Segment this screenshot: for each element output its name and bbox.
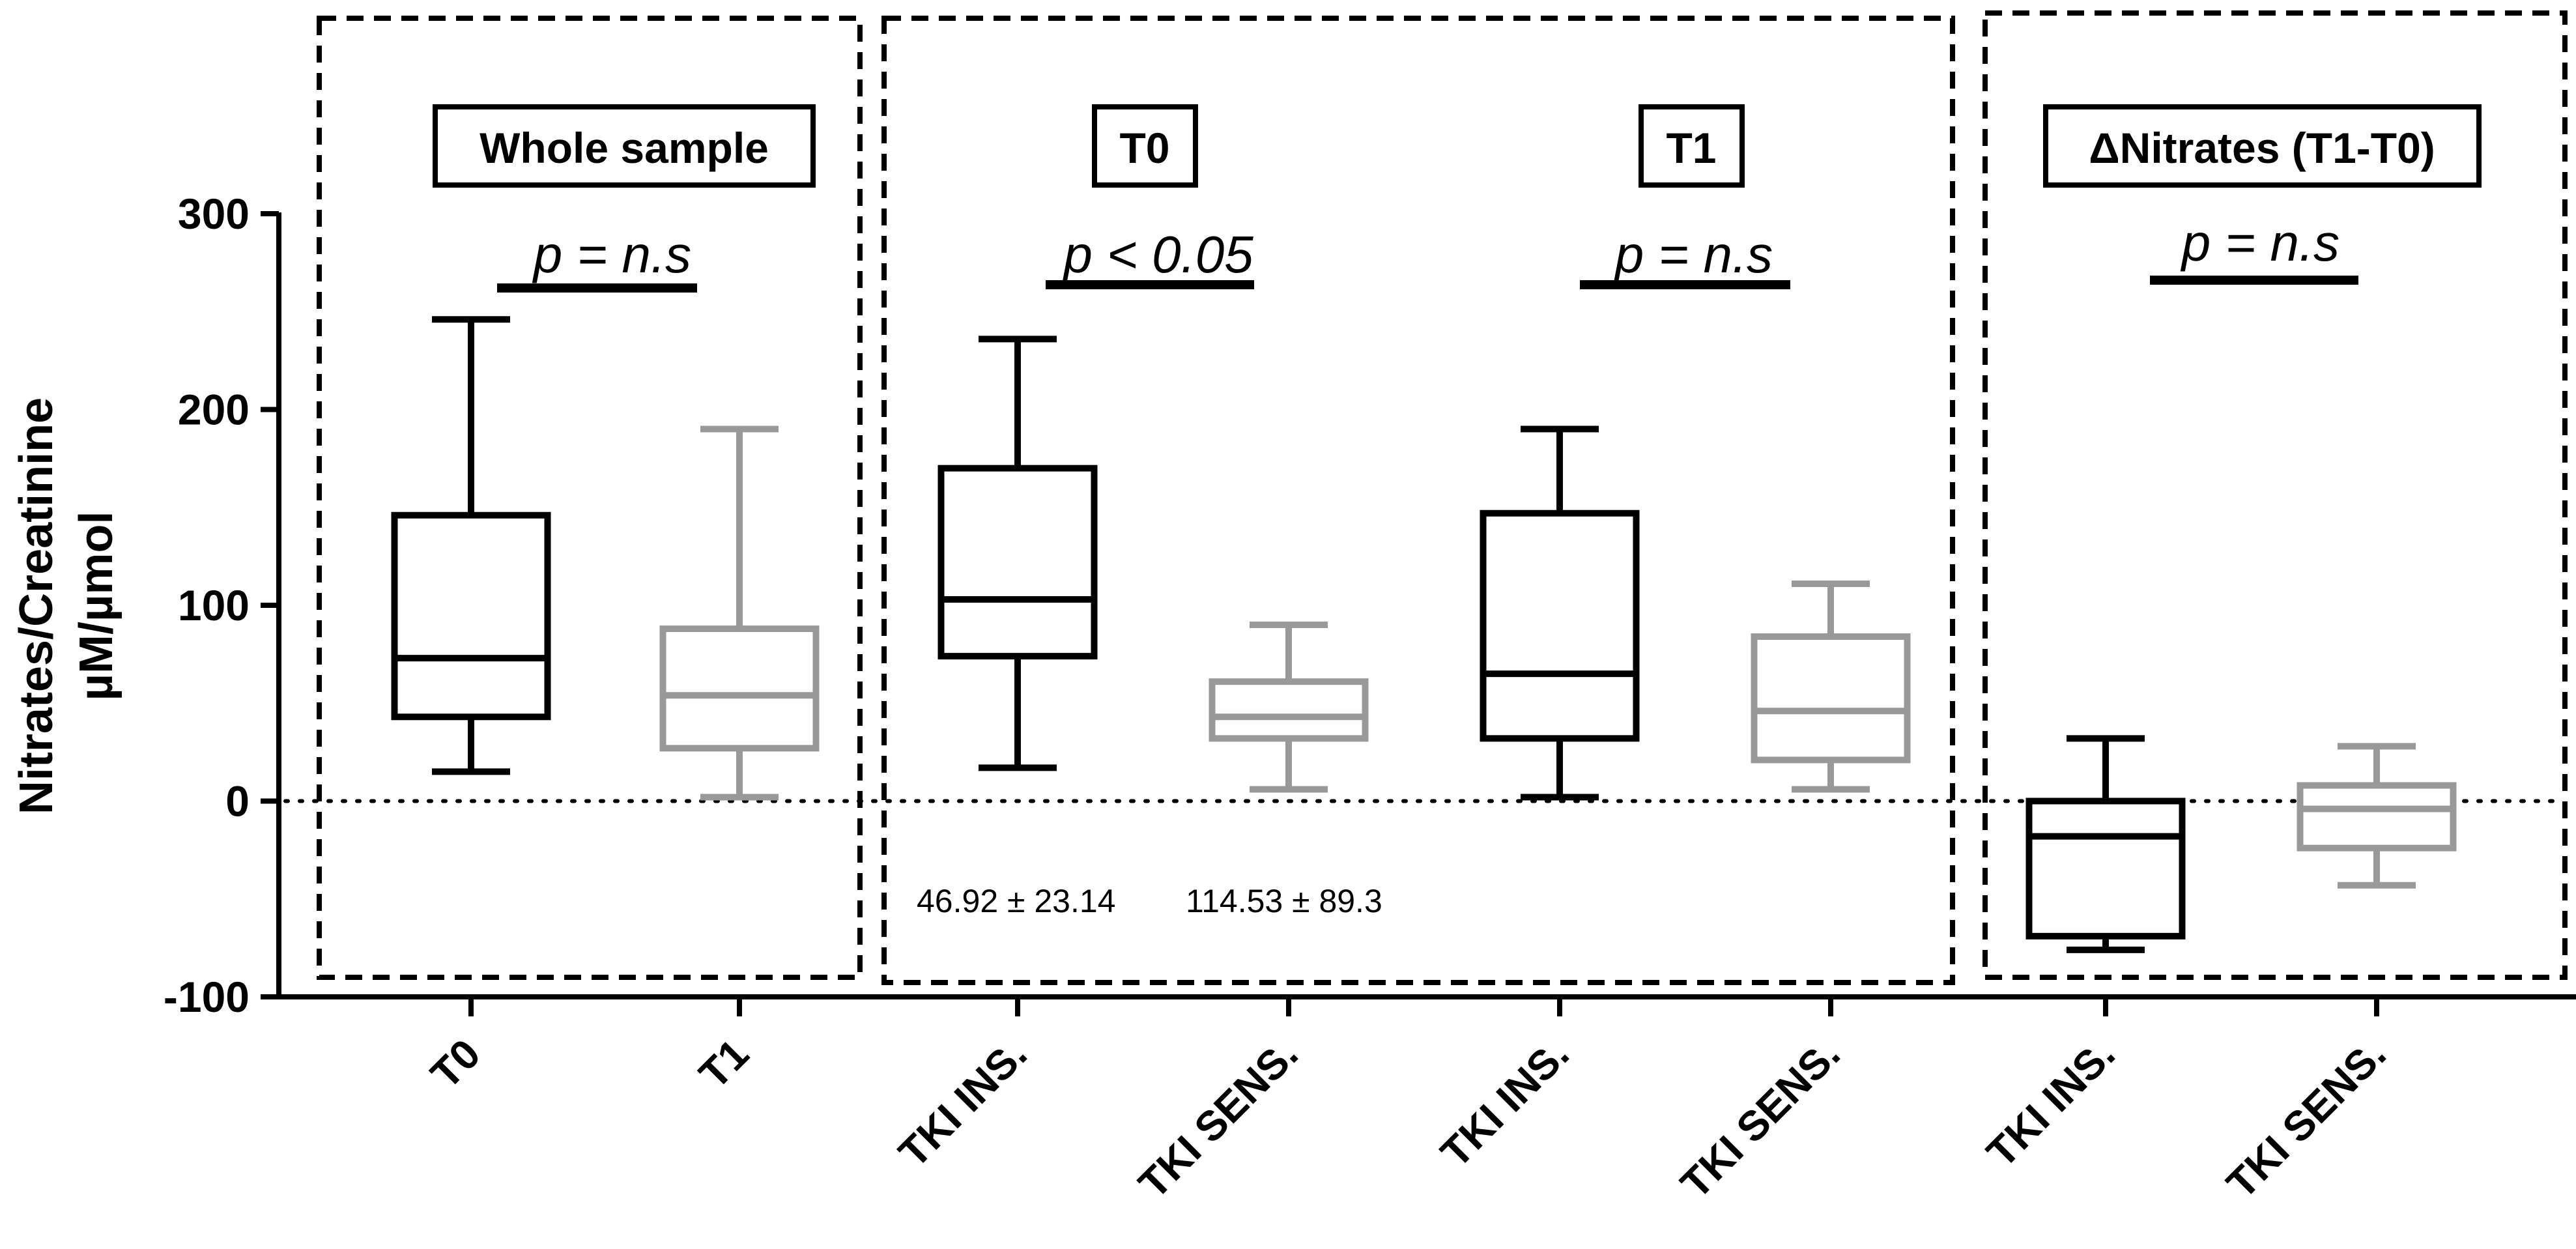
x-axis: T0 T1 TKI INS. TKI SENS. TKI INS. TKI SENS. TK… xyxy=(276,994,2576,1207)
box-plot xyxy=(1751,580,1911,793)
y-tick-label: 0 xyxy=(225,777,250,825)
y-axis-label: Nitrates/Creatinine µM/µmol xyxy=(10,397,122,814)
panel-title-t0: T0 xyxy=(1092,104,1198,188)
y-axis-label-line1: Nitrates/Creatinine xyxy=(10,397,63,814)
box-iqr xyxy=(2025,797,2186,940)
panel-title-whole-sample: Whole sample xyxy=(433,104,816,188)
panel-box-tki-t0-t1 xyxy=(881,16,1955,985)
annotation-tki-sens-mean: 114.53 ± 89.3 xyxy=(1186,883,1382,919)
box-plot xyxy=(2025,735,2186,953)
panel-title-text: ΔNitrates (T1-T0) xyxy=(2089,124,2435,172)
box-iqr xyxy=(391,511,551,721)
y-axis-label-line2: µM/µmol xyxy=(70,511,122,701)
p-value-label: p = n.s xyxy=(1614,225,1773,283)
p-value-label: p = n.s xyxy=(532,225,691,283)
x-tick-label: TKI INS. xyxy=(1978,1030,2124,1176)
significance-whole-sample: p = n.s xyxy=(497,225,697,293)
title-box xyxy=(433,104,816,188)
y-tick-label: 300 xyxy=(178,190,250,238)
box-plot xyxy=(391,316,551,775)
box-plot xyxy=(1480,425,1640,801)
significance-t1: p = n.s xyxy=(1580,225,1790,289)
box-iqr xyxy=(1209,678,1369,742)
box-iqr xyxy=(937,465,1098,660)
y-tick-label: 200 xyxy=(178,386,250,434)
panel-title-t1: T1 xyxy=(1639,104,1745,188)
p-value-label: p < 0.05 xyxy=(1062,225,1253,283)
x-tick-label: TKI SENS. xyxy=(2218,1030,2395,1207)
panel-title-text: T1 xyxy=(1666,124,1716,172)
box-plot xyxy=(1209,622,1369,793)
box-plot xyxy=(659,425,820,801)
x-tick-label: T1 xyxy=(690,1030,758,1098)
title-box xyxy=(1092,104,1198,188)
x-ticks: T0 T1 TKI INS. TKI SENS. TKI INS. TKI SENS. TK… xyxy=(422,997,2395,1207)
box-iqr xyxy=(1480,510,1640,742)
title-box xyxy=(1639,104,1745,188)
p-value-label: p = n.s xyxy=(2181,214,2340,272)
box-iqr xyxy=(659,625,820,752)
x-tick-label: TKI SENS. xyxy=(1672,1030,1849,1207)
x-tick-label: T0 xyxy=(422,1030,489,1098)
x-tick-label: TKI INS. xyxy=(890,1030,1036,1176)
panel-title-delta-nitrates: ΔNitrates (T1-T0) xyxy=(2043,104,2482,188)
y-tick-label: -100 xyxy=(164,973,250,1021)
panel-box-whole-sample xyxy=(317,16,863,980)
significance-delta-nitrates: p = n.s xyxy=(2150,214,2358,285)
x-tick-label: TKI INS. xyxy=(1432,1030,1578,1176)
annotation-tki-ins-mean: 46.92 ± 23.14 xyxy=(917,883,1115,919)
y-axis: 300 200 100 0 -100 xyxy=(164,190,281,1021)
title-box xyxy=(2043,104,2482,188)
box-iqr xyxy=(2297,782,2457,852)
panel-title-text: Whole sample xyxy=(479,124,769,172)
box-iqr xyxy=(1751,633,1911,764)
significance-t0: p < 0.05 xyxy=(1046,225,1254,289)
box-plot xyxy=(937,336,1098,771)
box-plot xyxy=(2297,743,2457,889)
y-tick-label: 100 xyxy=(178,581,250,629)
boxes xyxy=(391,316,2457,953)
panel-title-text: T0 xyxy=(1119,124,1169,172)
y-ticks: 300 200 100 0 -100 xyxy=(164,190,279,1021)
x-tick-label: TKI SENS. xyxy=(1130,1030,1307,1207)
panel-box-delta-nitrates xyxy=(1982,10,2568,980)
